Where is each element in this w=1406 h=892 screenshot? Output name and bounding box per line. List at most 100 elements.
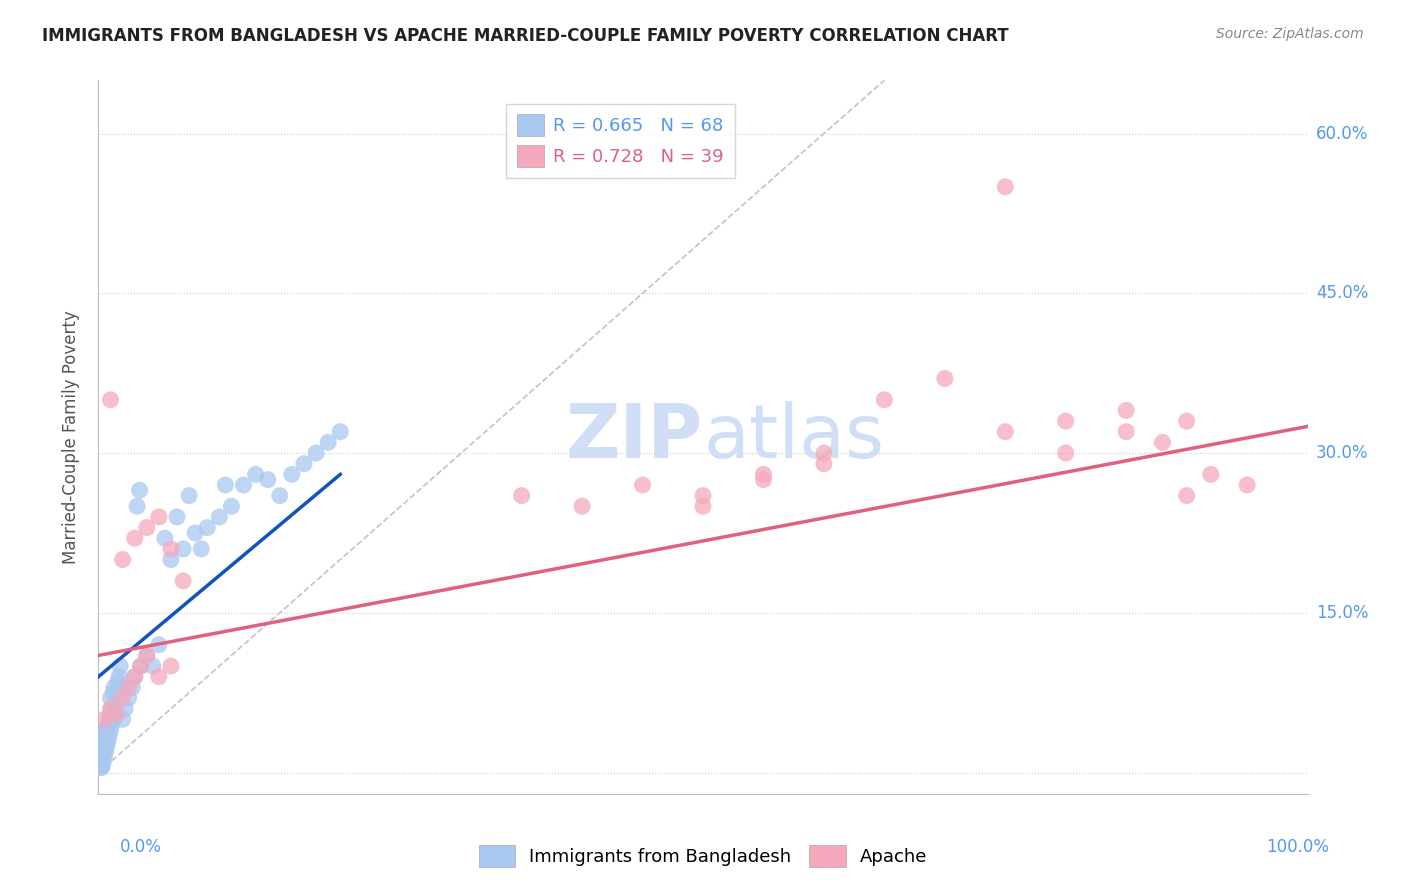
Point [121,681,143,695]
Point [111,712,134,726]
Point [281,467,304,482]
Text: 100.0%: 100.0% [1265,838,1329,856]
Point [1054,446,1077,460]
Point [101,686,124,700]
Text: 30.0%: 30.0% [1316,444,1368,462]
Point [813,446,835,460]
Point [90,760,112,774]
Point [1115,425,1137,439]
Point [631,478,654,492]
Point [97,717,120,731]
Text: 15.0%: 15.0% [1316,604,1368,622]
Point [97,733,120,747]
Text: Source: ZipAtlas.com: Source: ZipAtlas.com [1216,27,1364,41]
Point [111,691,134,706]
Point [91,744,114,758]
Point [160,541,183,556]
Point [195,520,218,534]
Point [752,467,775,482]
Point [127,500,149,514]
Point [510,489,533,503]
Point [107,675,129,690]
Point [142,659,165,673]
Point [89,749,111,764]
Point [316,435,339,450]
Point [100,723,122,737]
Point [118,691,141,706]
Text: atlas: atlas [703,401,884,474]
Point [91,749,114,764]
Point [91,733,114,747]
Point [103,681,125,695]
Point [172,574,194,588]
Point [93,749,115,764]
Point [135,648,157,663]
Point [129,659,152,673]
Point [172,541,194,556]
Point [93,739,115,753]
Point [305,446,328,460]
Point [190,541,212,556]
Point [96,739,118,753]
Point [232,478,254,492]
Legend: Immigrants from Bangladesh, Apache: Immigrants from Bangladesh, Apache [471,838,935,874]
Point [89,760,111,774]
Point [129,659,152,673]
Point [160,552,183,566]
Point [105,691,128,706]
Point [104,701,127,715]
Point [108,670,131,684]
Point [184,525,207,540]
Point [153,531,176,545]
Point [124,531,146,545]
Point [1236,478,1258,492]
Point [94,744,117,758]
Point [571,500,593,514]
Point [245,467,267,482]
Point [111,552,134,566]
Point [692,500,714,514]
Point [98,728,121,742]
Point [148,670,170,684]
Point [100,701,122,715]
Point [166,510,188,524]
Point [692,489,714,503]
Point [93,723,115,737]
Point [98,712,121,726]
Point [994,179,1017,194]
Point [329,425,352,439]
Text: ZIP: ZIP [565,401,703,474]
Point [135,648,157,663]
Point [873,392,896,407]
Point [100,691,122,706]
Point [103,706,125,721]
Point [91,728,114,742]
Point [105,706,128,721]
Point [256,473,278,487]
Point [111,681,134,695]
Point [1199,467,1222,482]
Point [118,681,141,695]
Text: 45.0%: 45.0% [1316,285,1368,302]
Point [135,520,157,534]
Point [752,473,775,487]
Point [1175,414,1198,428]
Point [179,489,201,503]
Point [994,425,1017,439]
Point [208,510,231,524]
Point [269,489,291,503]
Text: IMMIGRANTS FROM BANGLADESH VS APACHE MARRIED-COUPLE FAMILY POVERTY CORRELATION C: IMMIGRANTS FROM BANGLADESH VS APACHE MAR… [42,27,1010,45]
Point [934,371,956,385]
Point [1175,489,1198,503]
Text: 60.0%: 60.0% [1316,125,1368,143]
Point [124,670,146,684]
Point [108,659,131,673]
Point [813,457,835,471]
Point [100,392,122,407]
Point [91,760,114,774]
Point [91,755,114,769]
Point [214,478,236,492]
Point [148,638,170,652]
Point [114,701,136,715]
Point [90,744,112,758]
